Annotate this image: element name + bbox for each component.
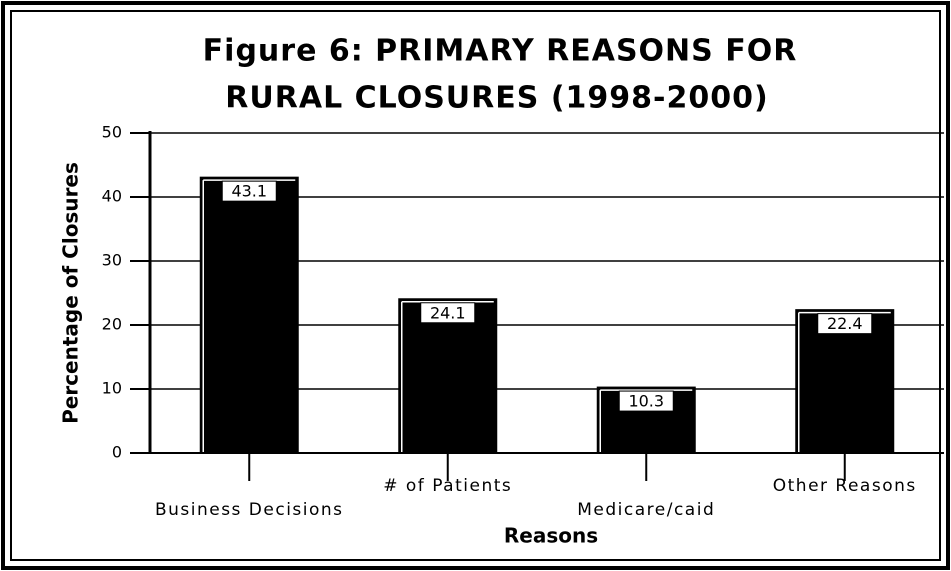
y-tick-label: 10	[102, 379, 122, 398]
x-axis-label: Reasons	[504, 524, 598, 548]
data-label-box	[618, 390, 674, 412]
bar	[199, 176, 299, 454]
y-tick-label: 0	[112, 443, 122, 462]
data-label: 43.1	[231, 182, 267, 201]
data-label-box	[420, 302, 476, 324]
y-tick-label: 40	[102, 187, 122, 206]
data-label-box	[817, 313, 873, 335]
y-tick-label: 50	[102, 123, 122, 142]
x-tick-label: Business Decisions	[155, 500, 344, 520]
y-axis-label: Percentage of Closures	[59, 162, 83, 424]
x-tick-label: Medicare/caid	[577, 500, 715, 520]
bar	[596, 386, 696, 454]
data-label: 22.4	[827, 314, 863, 333]
x-tick-label: Other Reasons	[773, 476, 917, 496]
inner-frame	[10, 10, 941, 561]
y-tick-label: 30	[102, 251, 122, 270]
data-label: 24.1	[430, 303, 466, 322]
x-tick-label: # of Patients	[383, 476, 512, 496]
data-label: 10.3	[628, 392, 664, 411]
bar	[398, 298, 498, 454]
chart-title: Figure 6: PRIMARY REASONS FOR	[203, 34, 798, 69]
y-tick-label: 20	[102, 315, 122, 334]
chart-title: RURAL CLOSURES (1998-2000)	[225, 81, 768, 116]
data-label-box	[221, 180, 277, 202]
